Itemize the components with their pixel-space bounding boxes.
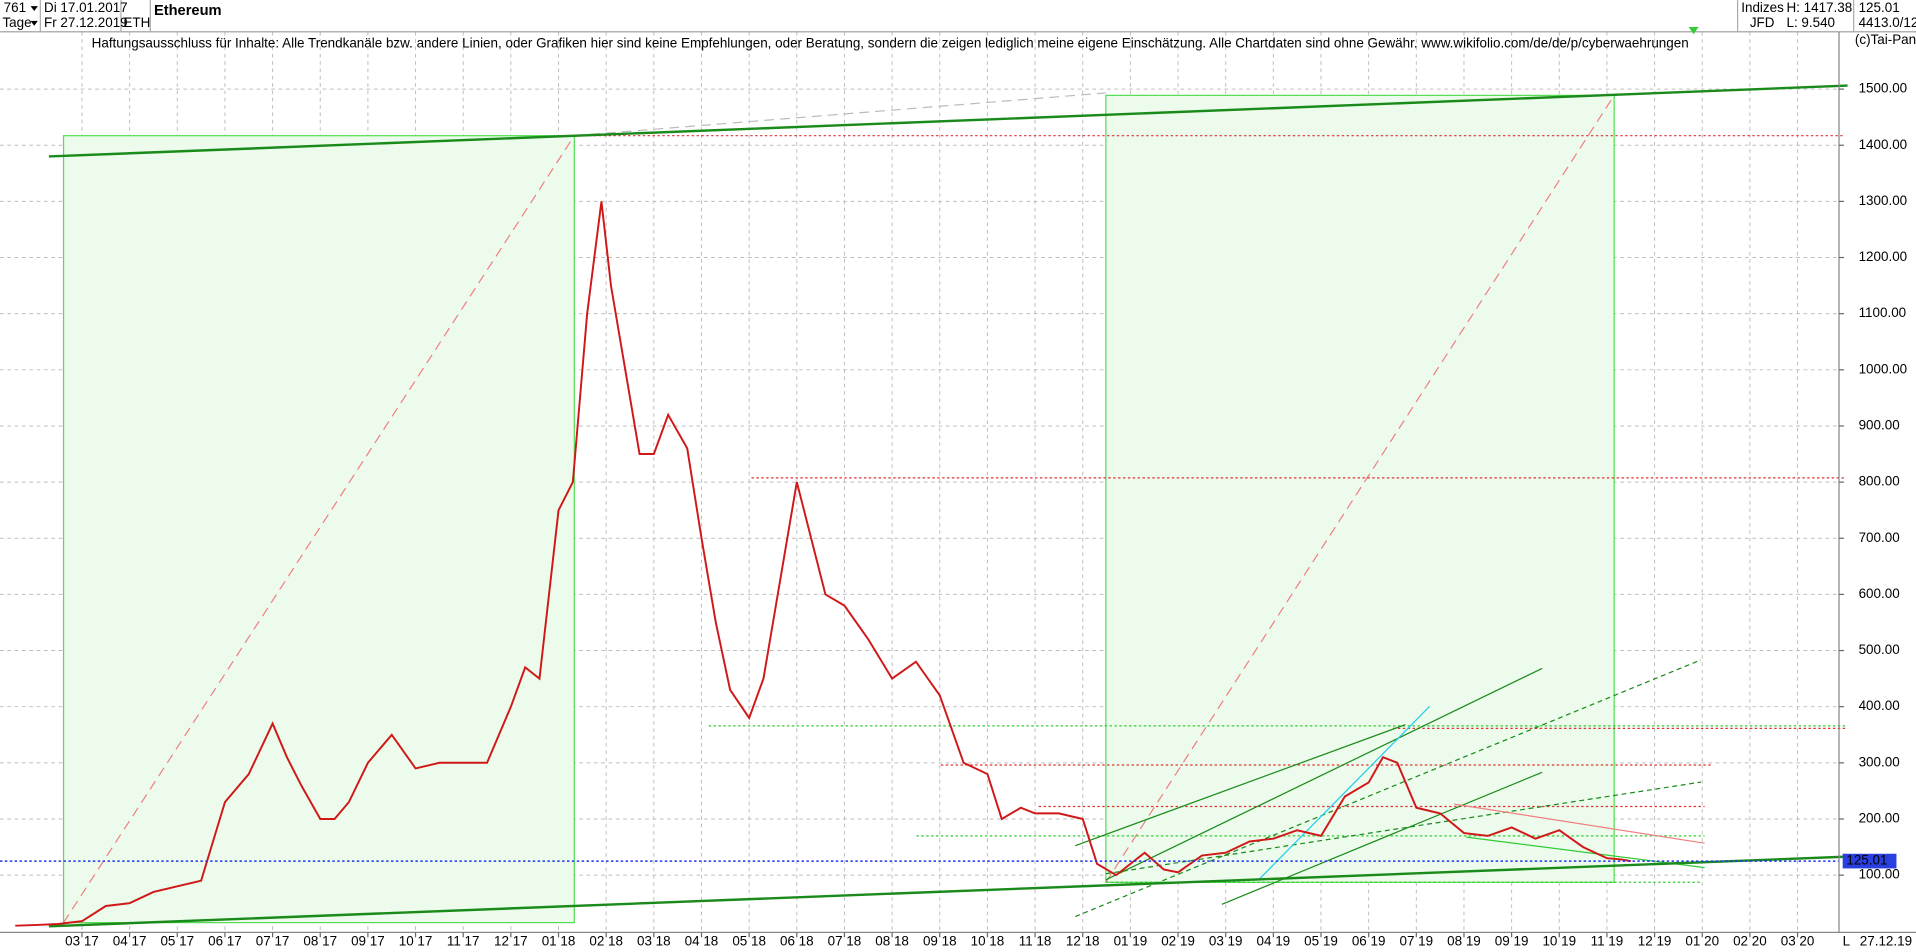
x-tick-label: 04 19: [1257, 934, 1291, 949]
disclaimer: Haftungsausschluss für Inhalte: Alle Tre…: [92, 36, 1689, 51]
volume: 4413.0/12: [1859, 15, 1916, 30]
chart-title: Ethereum: [154, 3, 222, 19]
x-tick-label: 02 19: [1161, 934, 1195, 949]
annotations: [48, 84, 1848, 928]
symbol: ETH: [123, 15, 150, 30]
channel-top: [48, 84, 1848, 158]
channel-bottom: [48, 855, 1848, 928]
y-tick-label: 300.00: [1859, 754, 1900, 769]
x-tick-label: 10 19: [1542, 934, 1576, 949]
y-tick-label: 1200.00: [1859, 249, 1908, 264]
dropdown-arrow[interactable]: [30, 6, 38, 12]
x-tick-label: 07 18: [828, 934, 862, 949]
trend-line: [1105, 781, 1702, 875]
last-price-box: [1842, 853, 1897, 869]
x-tick-label: 05 19: [1304, 934, 1338, 949]
x-tick-label: 02 20: [1733, 934, 1767, 949]
marker: [1688, 26, 1699, 35]
x-tick-label: 09 18: [923, 934, 957, 949]
x-tick-label: 12 19: [1638, 934, 1672, 949]
x-tick-label: 07 17: [256, 934, 290, 949]
x-tick-label: 09 19: [1495, 934, 1529, 949]
trend-line: [1105, 667, 1543, 881]
x-tick-label: 05 17: [160, 934, 194, 949]
y-tick-label: 200.00: [1859, 811, 1900, 826]
x-tick-label: 10 17: [399, 934, 433, 949]
close: 125.01: [1859, 0, 1900, 15]
plot-layer: [0, 201, 1840, 927]
y-tick-label: 1400.00: [1859, 137, 1908, 152]
y-tick-label: 500.00: [1859, 642, 1900, 657]
trend-line: [1221, 771, 1543, 905]
y-tick-label: 800.00: [1859, 474, 1900, 489]
copyright: (c)Tai-Pan: [1855, 32, 1916, 47]
diagonal: [1105, 95, 1615, 883]
end-date: Fr 27.12.2019: [44, 15, 128, 30]
price-line: [15, 201, 1631, 927]
y-tick-label: 1500.00: [1859, 81, 1908, 96]
x-tick-label: 06 17: [208, 934, 242, 949]
x-tick-label: 03 17: [65, 934, 99, 949]
y-tick-label: 600.00: [1859, 586, 1900, 601]
trend-line: [1075, 659, 1702, 918]
x-tick-label: 07 19: [1399, 934, 1433, 949]
y-tick-label: 1300.00: [1859, 193, 1908, 208]
x-tick-label: 01 18: [542, 934, 576, 949]
x-tick-label: 01 19: [1114, 934, 1148, 949]
x-tick-label: 11 19: [1591, 934, 1624, 949]
period[interactable]: Tage: [2, 15, 31, 30]
diagonal: [63, 135, 575, 923]
x-tick-label: 08 17: [303, 934, 337, 949]
trend-line: [1454, 803, 1705, 844]
x-tick-label: 04 17: [113, 934, 147, 949]
x-tick-label: 05 18: [732, 934, 766, 949]
x-tick-label: 01 20: [1685, 934, 1719, 949]
y-tick-label: 100.00: [1859, 867, 1900, 882]
x-tick-label: 03 19: [1209, 934, 1243, 949]
y-tick-label: 400.00: [1859, 698, 1900, 713]
dropdown-arrow[interactable]: [30, 20, 38, 26]
high: H: 1417.38: [1786, 0, 1852, 15]
x-tick-label: 10 18: [971, 934, 1005, 949]
x-tick-label: 11 17: [447, 934, 480, 949]
x-tick-label: 12 17: [494, 934, 528, 949]
y-tick-label: 1000.00: [1859, 361, 1908, 376]
low: L: 9.540: [1786, 15, 1835, 30]
x-tick-label: 04 18: [685, 934, 719, 949]
x-tick-label: 03 20: [1781, 934, 1815, 949]
x-tick-label: 11 18: [1019, 934, 1052, 949]
trend-line: [1258, 705, 1431, 881]
trend-line: [1075, 724, 1406, 847]
x-tick-label: 06 19: [1352, 934, 1386, 949]
last-price-label: 125.01: [1846, 853, 1887, 868]
x-tick-label: 08 19: [1447, 934, 1481, 949]
y-tick-label: 900.00: [1859, 418, 1900, 433]
y-tick-label: 1100.00: [1859, 305, 1907, 320]
x-tick-label: 03 18: [637, 934, 671, 949]
x-tick-label: 08 18: [875, 934, 909, 949]
x-tick-label: 02 18: [589, 934, 623, 949]
broker: JFD: [1750, 15, 1775, 30]
trend-line: [574, 92, 1106, 137]
x-tick-label: 06 18: [780, 934, 814, 949]
x-tick-label: 09 17: [351, 934, 385, 949]
market: Indizes: [1741, 0, 1784, 15]
count[interactable]: 761: [4, 0, 26, 15]
x-tick-label: 12 18: [1066, 934, 1100, 949]
last-date: 27.12.19: [1860, 934, 1912, 949]
scale-mode[interactable]: L: [1843, 934, 1851, 949]
y-tick-label: 700.00: [1859, 530, 1900, 545]
start-date: Di 17.01.2017: [44, 0, 128, 15]
